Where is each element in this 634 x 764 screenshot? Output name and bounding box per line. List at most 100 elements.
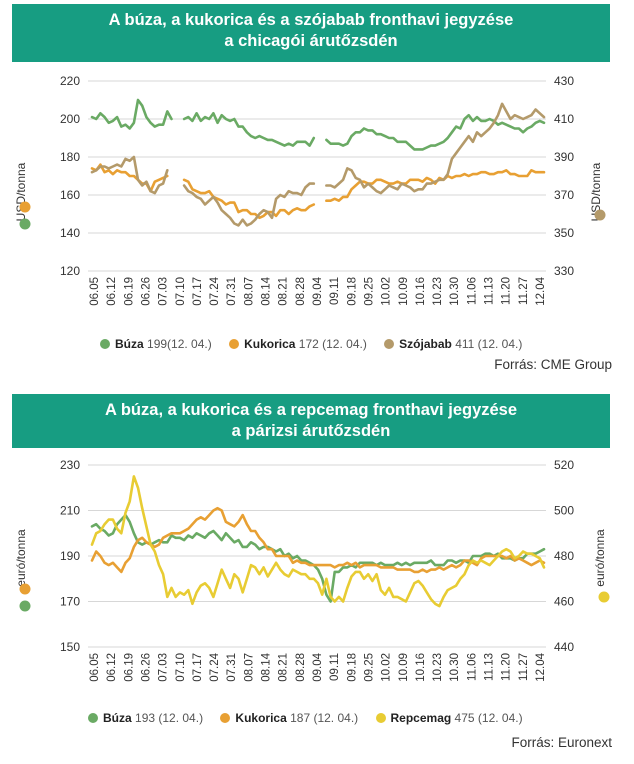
chart2-xtick: 07.17: [192, 653, 204, 682]
chart2-xtick: 10.30: [449, 653, 461, 682]
chart1-ytick-right: 350: [554, 226, 574, 240]
chart1-ytick-left: 180: [60, 150, 80, 164]
chart1-ytick-right: 390: [554, 150, 574, 164]
chart1-axis-dot-right: [594, 209, 606, 221]
chart1-series-búza: [90, 98, 546, 151]
chart2-xtick: 10.09: [398, 653, 410, 682]
chart2-title-banner: A búza, a kukorica és a repcemag frontha…: [12, 394, 610, 448]
chart1-ytick-left: 220: [60, 74, 80, 88]
chart1-xtick: 06.12: [106, 277, 118, 306]
chart1-xtick: 11.06: [466, 277, 478, 305]
chart1-xtick: 08.21: [278, 277, 290, 306]
chart1-legend: Búza 199(12. 04.) Kukorica 172 (12. 04.)…: [100, 337, 536, 351]
chart1-xtick: 08.28: [295, 277, 307, 306]
chart2-xtick: 09.04: [312, 652, 324, 681]
chart2-xtick: 10.16: [415, 653, 427, 682]
chart1-plot: 120 330 140 350 160 370 180 390 200 410 220 430 06.0…: [14, 74, 606, 306]
chart2-xtick: 07.24: [209, 652, 221, 681]
chart1-xtick: 06.05: [89, 277, 101, 306]
chart1-ytick-right: 410: [554, 112, 574, 126]
chart2-xtick: 11.27: [518, 653, 530, 681]
chart1-xtick: 09.11: [329, 277, 341, 305]
chart1-xtick: 09.25: [363, 277, 375, 306]
chart1-xtick: 06.19: [123, 277, 135, 306]
chart2-title-line2: a párizsi árutőzsdén: [231, 422, 391, 440]
chart2-ytick-left: 210: [60, 504, 80, 518]
chart2-xtick: 11.13: [484, 653, 496, 681]
legend2-dot-kukorica: [220, 713, 231, 723]
chart2-xtick: 10.23: [432, 653, 444, 682]
chart1-xtick: 07.31: [226, 277, 238, 306]
chart1-xtick: 10.02: [381, 277, 393, 306]
chart1-xtick: 08.14: [261, 276, 273, 305]
chart1-series-kukorica: [90, 163, 546, 220]
chart2-ytick-right: 520: [554, 458, 574, 472]
chart1-xtick: 12.04: [535, 276, 547, 305]
legend1-item-buza: Búza 199(12. 04.): [100, 337, 212, 351]
legend1-dot-kukorica: [229, 339, 240, 349]
legend2-item-repcemag: Repcemag 475 (12. 04.): [375, 711, 523, 725]
legend2-item-kukorica: Kukorica 187 (12. 04.): [220, 711, 358, 725]
chart2-xtick: 09.25: [363, 653, 375, 682]
chart1-xtick: 07.24: [209, 276, 221, 305]
chart2-ytick-right: 480: [554, 549, 574, 563]
chart2-xtick: 08.28: [295, 653, 307, 682]
chart2-ytick-left: 150: [60, 640, 80, 654]
chart1-axis-dot-left: [19, 218, 31, 230]
chart2-title-line1: A búza, a kukorica és a repcemag frontha…: [104, 401, 518, 419]
chart2-xtick: 06.12: [106, 653, 118, 682]
chart1-ytick-right: 430: [554, 74, 574, 88]
chart1-ytick-right: 330: [554, 264, 574, 278]
chart2-xtick: 09.11: [329, 653, 341, 681]
chart2-xtick: 06.19: [123, 653, 135, 682]
legend1-dot-buza: [100, 339, 110, 349]
chart2-ytick-right: 500: [554, 504, 574, 518]
chart1-xtick: 10.09: [398, 277, 410, 306]
chart2-xtick: 10.02: [381, 653, 393, 682]
chart2-line-repcemag: [90, 475, 546, 608]
chart1-axis-dot-left: [19, 201, 31, 213]
chart2-ylabel-right: euró/tonna: [593, 529, 607, 587]
chart2-legend: Búza 193 (12. 04.) Kukorica 187 (12. 04.…: [88, 711, 537, 725]
chart2-ytick-right: 460: [554, 595, 574, 609]
chart2-xtick: 12.04: [535, 652, 547, 681]
chart2-line-búza: [90, 513, 546, 603]
chart1-xtick: 07.03: [158, 277, 170, 306]
chart2-xtick: 11.20: [501, 653, 513, 681]
legend1-item-szojabab: Szójabab 411 (12. 04.): [384, 337, 522, 351]
chart2-axis-dot-left: [19, 600, 31, 612]
chart1-source: Forrás: CME Group: [494, 357, 612, 372]
legend2-dot-buza: [88, 713, 98, 723]
chart2-series-repcemag: [90, 475, 546, 608]
chart1-title-line2: a chicagói árutőzsdén: [224, 32, 398, 50]
chart1-xtick: 07.10: [175, 277, 187, 306]
chart2-axis-dot-left: [19, 583, 31, 595]
chart1-xtick: 10.30: [449, 277, 461, 306]
chart2-xtick: 11.06: [466, 653, 478, 681]
legend2-dot-repcemag: [375, 713, 386, 723]
chart2-xtick: 07.10: [175, 653, 187, 682]
chart1-xtick: 07.17: [192, 277, 204, 306]
chart1-ytick-left: 200: [60, 112, 80, 126]
chart1-ytick-left: 120: [60, 264, 80, 278]
chart2-axis-dot-right: [598, 591, 610, 603]
chart2-xtick: 08.21: [278, 653, 290, 682]
chart1-xtick: 11.13: [484, 277, 496, 305]
chart1-ylabel-left: USD/tonna: [14, 162, 28, 221]
chart1-xtick: 11.20: [501, 277, 513, 305]
chart2-xtick: 06.26: [140, 653, 152, 682]
chart1-xtick: 06.26: [140, 277, 152, 306]
chart1-ytick-right: 370: [554, 188, 574, 202]
chart2-xtick: 07.03: [158, 653, 170, 682]
chart1-xtick: 09.18: [346, 277, 358, 306]
chart1-xtick: 09.04: [312, 276, 324, 305]
chart1-title-banner: A búza, a kukorica és a szójabab frontha…: [12, 4, 610, 62]
legend2-item-buza: Búza 193 (12. 04.): [88, 711, 203, 725]
chart2-ytick-right: 440: [554, 640, 574, 654]
chart2-xtick: 08.07: [243, 653, 255, 682]
chart2-ytick-left: 190: [60, 549, 80, 563]
chart2-xtick: 06.05: [89, 653, 101, 682]
chart1-xtick: 08.07: [243, 277, 255, 306]
chart1-line-szójabab: [90, 102, 546, 227]
chart1-line-búza: [90, 98, 546, 151]
